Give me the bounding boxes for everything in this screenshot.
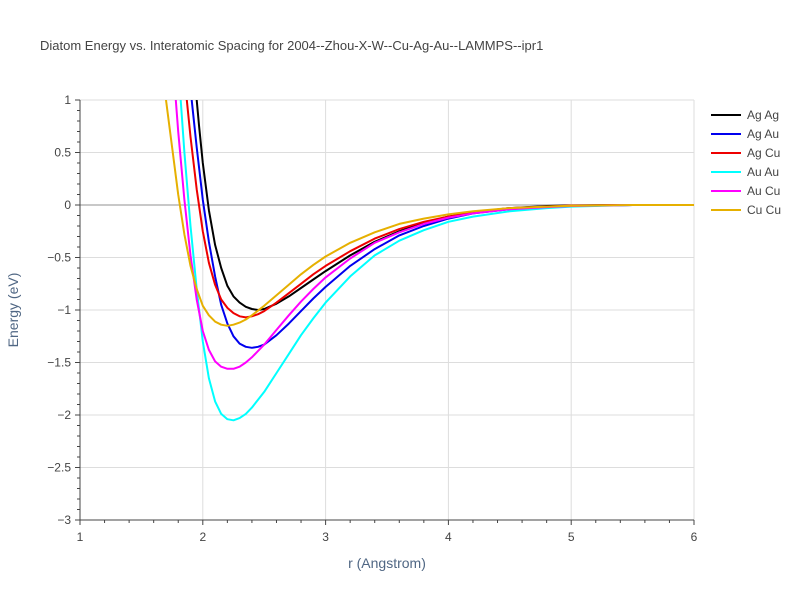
x-tick-label-5: 6 (691, 530, 698, 544)
x-tick-label-1: 2 (199, 530, 206, 544)
chart-title: Diatom Energy vs. Interatomic Spacing fo… (40, 38, 543, 53)
legend-label: Ag Cu (747, 146, 780, 160)
y-tick-label-1: 0.5 (54, 146, 71, 160)
series-line-au-cu (174, 100, 694, 370)
legend-label: Cu Cu (747, 203, 781, 217)
legend-label: Ag Ag (747, 108, 779, 122)
x-tick-label-0: 1 (77, 530, 84, 544)
y-tick-label-4: −1 (57, 303, 71, 317)
y-tick-label-3: −0.5 (47, 251, 71, 265)
y-tick-label-6: −2 (57, 408, 71, 422)
x-tick-label-2: 3 (322, 530, 329, 544)
x-tick-label-4: 5 (568, 530, 575, 544)
y-tick-label-0: 1 (64, 93, 71, 107)
y-axis-title: Energy (eV) (5, 273, 21, 348)
legend-item-ag-ag[interactable]: Ag Ag (711, 108, 779, 122)
y-tick-label-7: −2.5 (47, 461, 71, 475)
legend-item-ag-au[interactable]: Ag Au (711, 127, 779, 141)
legend-item-cu-cu[interactable]: Cu Cu (711, 203, 781, 217)
x-axis-title: r (Angstrom) (348, 555, 426, 571)
series-lines (165, 100, 694, 422)
legend-label: Ag Au (747, 127, 779, 141)
x-tick-labels: 1 2 3 4 5 6 (77, 530, 698, 544)
legend-item-au-cu[interactable]: Au Cu (711, 184, 780, 198)
x-tick-label-3: 4 (445, 530, 452, 544)
y-tick-label-8: −3 (57, 513, 71, 527)
y-tick-label-2: 0 (64, 198, 71, 212)
legend-item-au-au[interactable]: Au Au (711, 165, 779, 179)
legend-label: Au Cu (747, 184, 780, 198)
legend-label: Au Au (747, 165, 779, 179)
series-line-cu-cu (165, 100, 694, 327)
legend-item-ag-cu[interactable]: Ag Cu (711, 146, 780, 160)
y-tick-label-5: −1.5 (47, 356, 71, 370)
legend[interactable]: Ag Ag Ag Au Ag Cu Au Au Au Cu Cu Cu (711, 108, 781, 217)
series-line-au-au (179, 100, 694, 422)
y-tick-labels: 1 0.5 0 −0.5 −1 −1.5 −2 −2.5 −3 (47, 93, 71, 527)
